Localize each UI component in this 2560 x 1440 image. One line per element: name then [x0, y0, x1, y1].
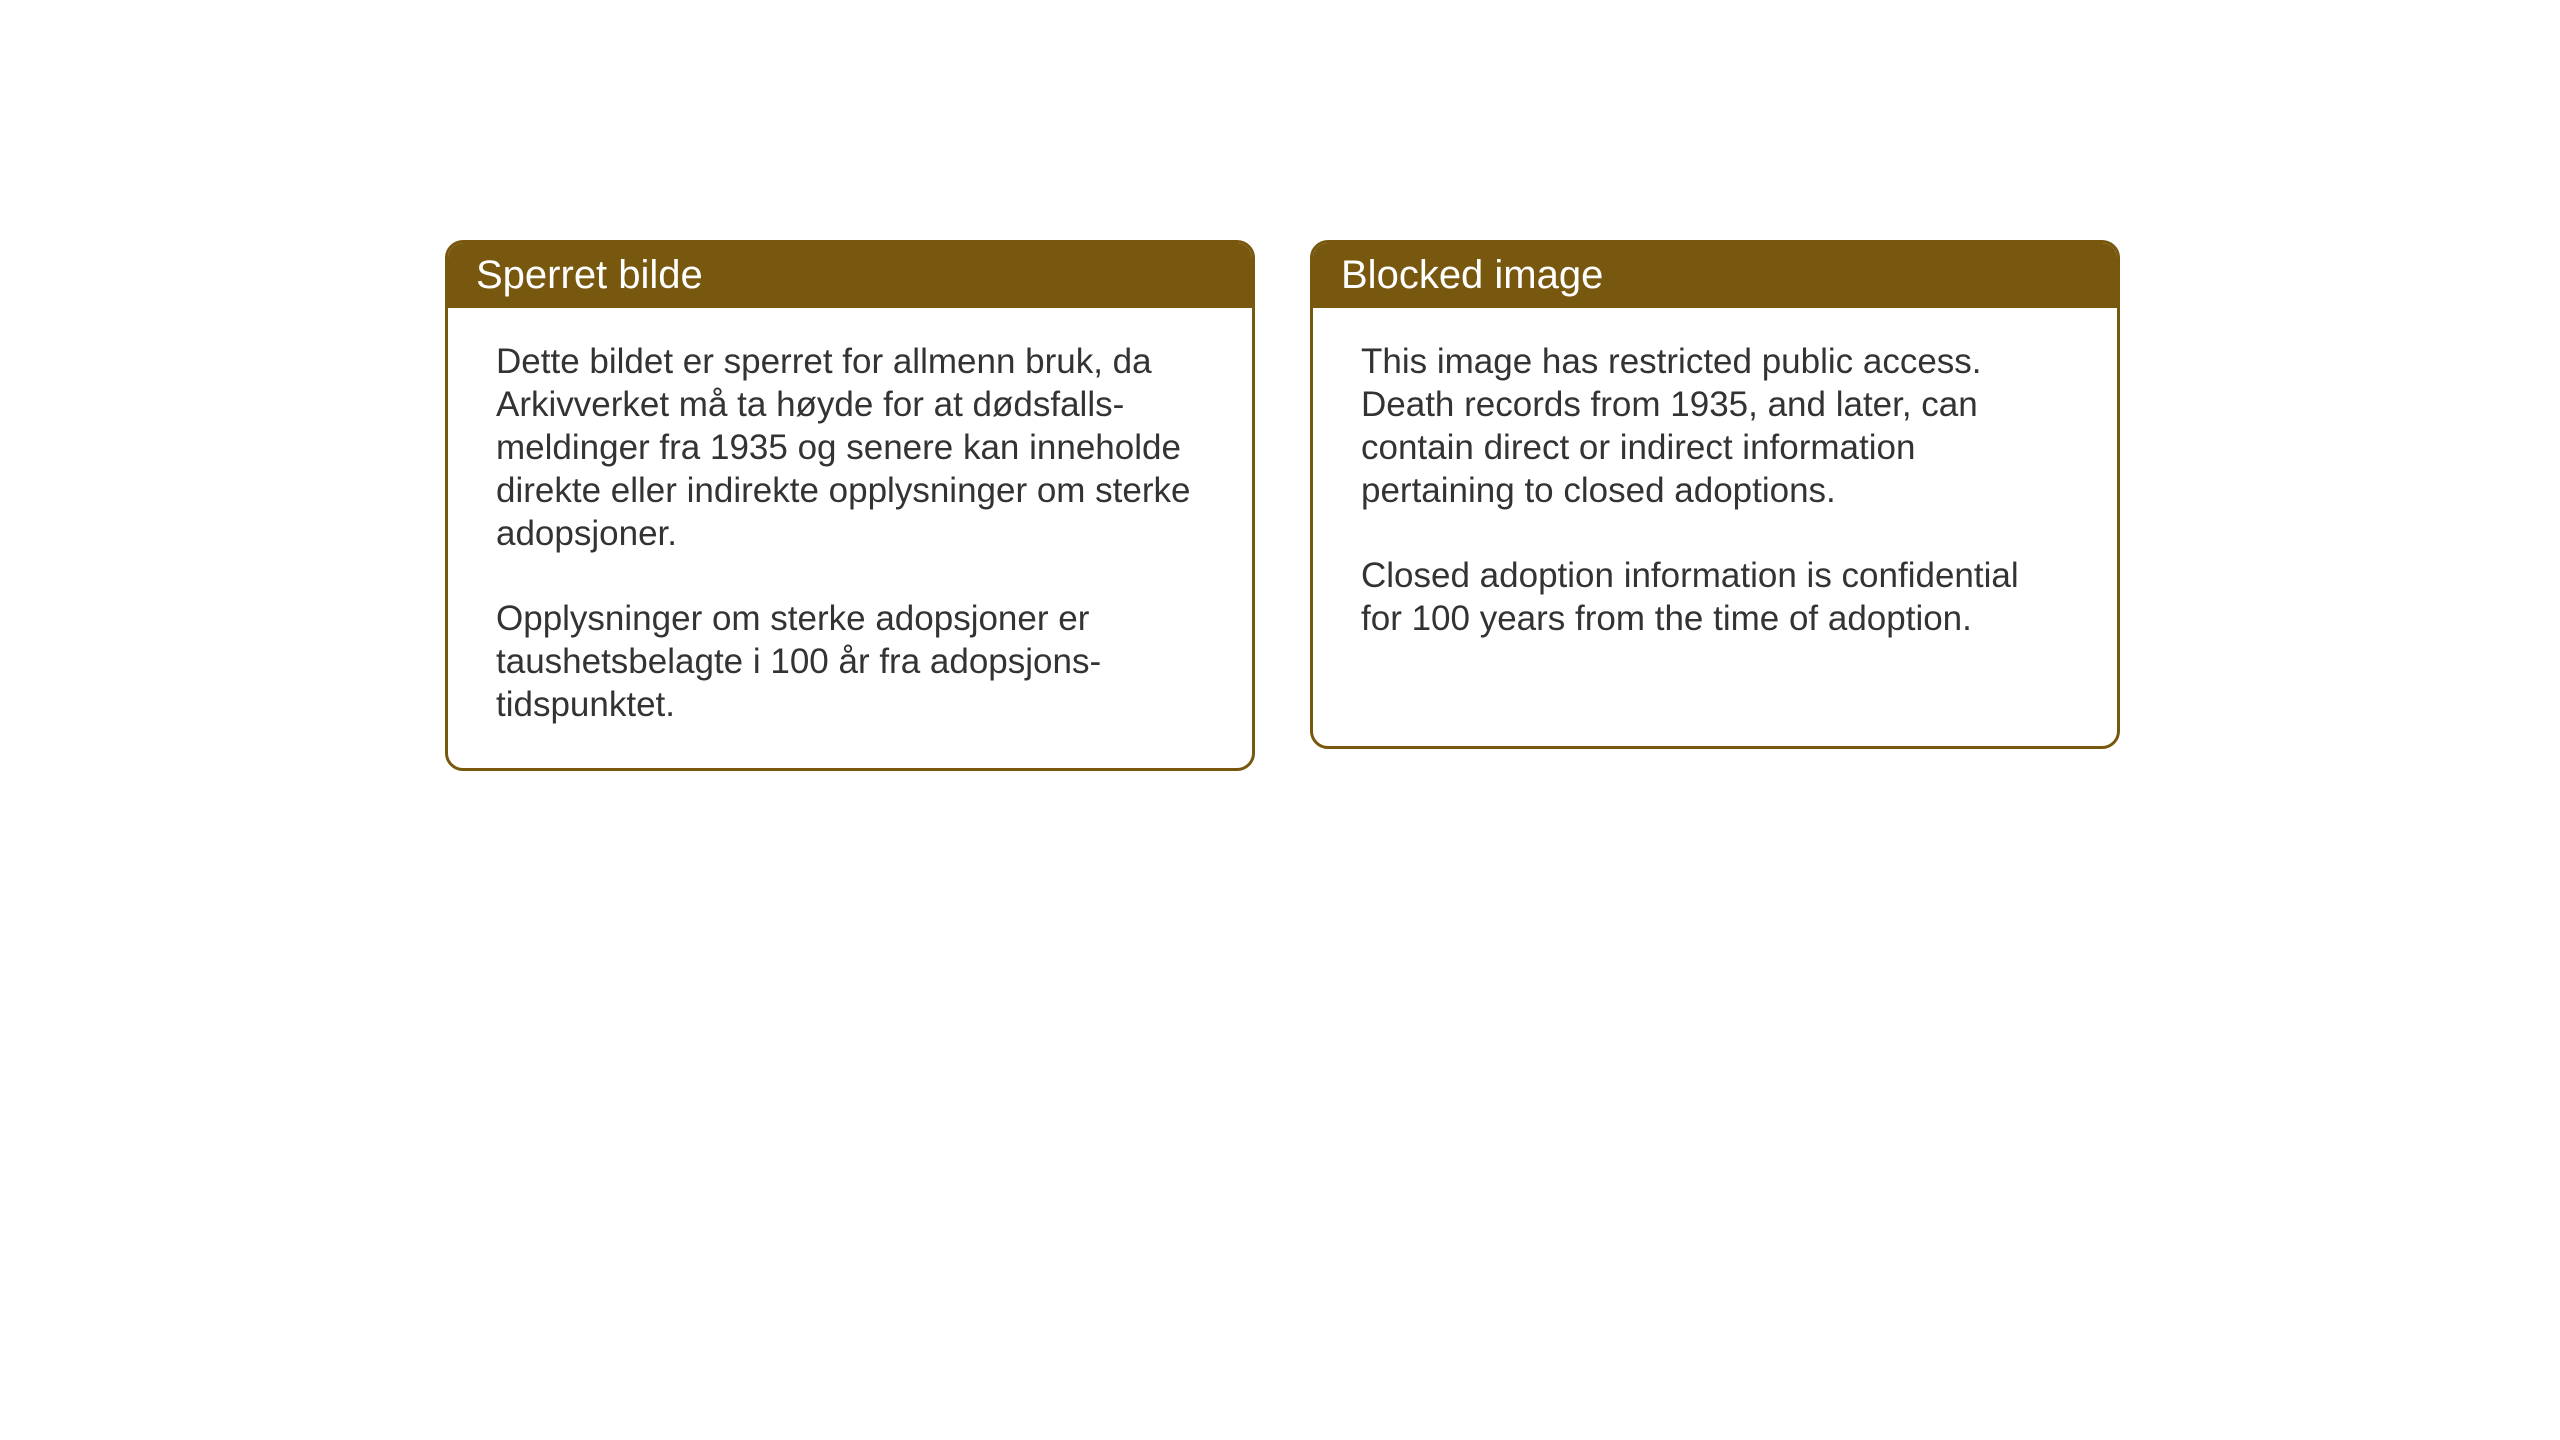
norwegian-card-body: Dette bildet er sperret for allmenn bruk… [448, 308, 1252, 768]
english-paragraph-1: This image has restricted public access.… [1361, 340, 2069, 512]
norwegian-paragraph-1: Dette bildet er sperret for allmenn bruk… [496, 340, 1204, 555]
notice-cards-container: Sperret bilde Dette bildet er sperret fo… [445, 240, 2120, 771]
norwegian-notice-card: Sperret bilde Dette bildet er sperret fo… [445, 240, 1255, 771]
english-paragraph-2: Closed adoption information is confident… [1361, 554, 2069, 640]
english-card-title: Blocked image [1313, 243, 2117, 308]
english-notice-card: Blocked image This image has restricted … [1310, 240, 2120, 749]
norwegian-card-title: Sperret bilde [448, 243, 1252, 308]
english-card-body: This image has restricted public access.… [1313, 308, 2117, 682]
norwegian-paragraph-2: Opplysninger om sterke adopsjoner er tau… [496, 597, 1204, 726]
